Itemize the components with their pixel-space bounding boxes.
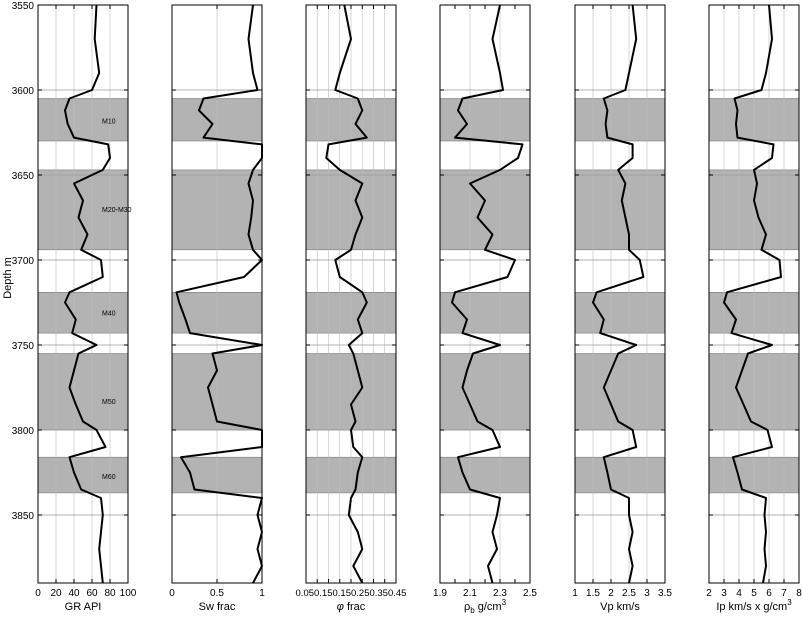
x-axis-label: Sw frac (199, 601, 236, 613)
depth-axis-label: Depth m (2, 257, 14, 299)
log-curve (451, 4, 524, 584)
x-tick-label: 3 (644, 588, 650, 599)
depth-tick-label: 3600 (12, 86, 35, 97)
x-tick-label: 0 (169, 588, 175, 599)
track-frame (574, 4, 666, 584)
x-axis-label: Ip km/s x g/cm3 (716, 598, 792, 613)
zone-label-M10: M10 (102, 119, 116, 126)
track-1: 0 20 40 60 80 100 GR API 3550 3600 3650 3700 3750 38… (12, 1, 137, 613)
x-tick-label: 80 (104, 588, 116, 599)
label-superscript: 3 (787, 598, 792, 607)
x-tick-label: 2.5 (523, 588, 537, 599)
x-axis-label: GR API (65, 601, 102, 613)
track-2: 0 0.5 1 Sw frac (169, 4, 265, 613)
x-tick-label: 2.1 (463, 588, 477, 599)
x-tick-label: 60 (86, 588, 98, 599)
label-subscript: b (470, 606, 475, 615)
label-symbol: φ (337, 601, 344, 613)
x-axis-label: φ frac (337, 601, 366, 613)
track-6: 2 3 4 5 6 7 8Ip km/s x g/cm3 (706, 4, 802, 613)
x-tick-label: 2 (608, 588, 614, 599)
log-curve (723, 4, 782, 584)
x-tick-label: 2.3 (493, 588, 507, 599)
zone-label-M60: M60 (102, 474, 116, 481)
x-axis-label: ρb g/cm3 (464, 598, 507, 615)
track-3: 0.050.150.150.250.350.45 φ frac (296, 4, 407, 613)
x-tick-label: 3 (721, 588, 727, 599)
zone-band-M20-M30 (574, 169, 666, 251)
x-tick-label: 1.5 (586, 588, 600, 599)
zone-band-M40 (574, 291, 666, 334)
x-tick-label: 0.5 (210, 588, 224, 599)
zone-label-M50: M50 (102, 399, 116, 406)
x-tick-label: 0 (35, 588, 41, 599)
zone-band-M60 (574, 456, 666, 494)
x-tick-label: 8 (796, 588, 802, 599)
track-5: 1 1.5 2 2.5 3 3.5 Vp km/s (572, 4, 672, 613)
zone-label-M20-M30: M20-M30 (102, 207, 132, 214)
zone-band-M40 (439, 291, 531, 334)
zone-band-M50 (37, 353, 129, 431)
track-frame (37, 4, 129, 584)
label-symbol: ρ (464, 601, 470, 613)
x-tick-label: 2.5 (622, 588, 636, 599)
x-tick-label: 5 (751, 588, 757, 599)
x-tick-label: 1 (259, 588, 265, 599)
x-axis-label: Vp km/s (600, 601, 640, 613)
label-superscript: 3 (502, 598, 507, 607)
x-tick-label: 1.9 (433, 588, 447, 599)
log-curve (592, 4, 645, 584)
depth-tick-label: 3850 (12, 511, 35, 522)
label-unit: g/cm (475, 601, 502, 613)
track-4: 1.9 2.1 2.3 2.5 ρb g/cm3 (433, 4, 537, 615)
depth-tick-label: 3700 (12, 256, 35, 267)
log-curve (64, 4, 111, 584)
x-tick-label: 3.5 (658, 588, 672, 599)
x-tick-label: 4 (736, 588, 742, 599)
x-tick-label: 40 (68, 588, 80, 599)
log-curve (175, 4, 263, 584)
log-curve (325, 4, 368, 584)
zone-label-M40: M40 (102, 311, 116, 318)
depth-tick-label: 3800 (12, 426, 35, 437)
zone-band-M50 (439, 353, 531, 431)
x-tick-labels: 0.050.150.150.250.350.45 (296, 588, 407, 599)
x-tick-label: 2 (706, 588, 712, 599)
zone-band-M50 (574, 353, 666, 431)
label-unit: frac (344, 601, 366, 613)
zone-band-M60 (439, 456, 531, 494)
x-tick-label: 7 (781, 588, 787, 599)
x-tick-label: 6 (766, 588, 772, 599)
x-tick-label: 1 (572, 588, 578, 599)
zone-band-M10 (574, 98, 666, 142)
depth-tick-label: 3650 (12, 171, 35, 182)
label-unit: Ip km/s x g/cm (716, 601, 787, 613)
x-tick-label: 20 (50, 588, 62, 599)
zone-band-M10 (439, 98, 531, 142)
depth-tick-label: 3750 (12, 341, 35, 352)
depth-tick-label: 3550 (12, 1, 35, 12)
x-tick-label: 100 (120, 588, 137, 599)
zone-band-M20-M30 (439, 169, 531, 251)
